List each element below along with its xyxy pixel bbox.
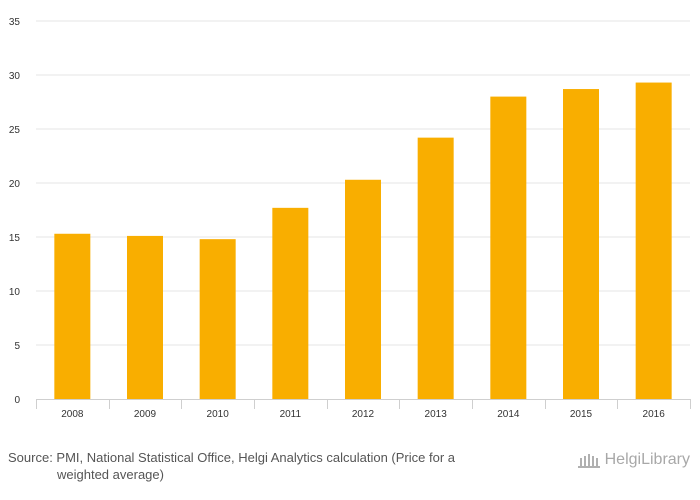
x-axis [36, 399, 691, 409]
source-note: Source: PMI, National Statistical Office… [8, 449, 528, 483]
x-tick-label: 2016 [643, 409, 666, 420]
y-tick-label: 15 [9, 233, 21, 244]
bar-2012 [345, 179, 381, 399]
logo-text: HelgiLibrary [604, 451, 690, 468]
bar-2009 [127, 235, 163, 399]
bar-2010 [199, 239, 236, 399]
y-axis-ticks: 0 5 10 15 20 25 30 35 [9, 17, 21, 406]
x-axis-ticks: 2008 2009 2010 2011 2012 2013 2014 2015 2016 [61, 409, 665, 420]
y-tick-label: 5 [14, 341, 20, 352]
y-tick-label: 0 [14, 395, 20, 406]
helgi-library-logo: HelgiLibrary [577, 449, 690, 471]
y-tick-label: 10 [9, 287, 21, 298]
x-tick-label: 2008 [61, 409, 84, 420]
x-tick-label: 2014 [497, 409, 520, 420]
y-tick-label: 35 [9, 17, 21, 28]
x-tick-label: 2013 [425, 409, 448, 420]
x-tick-label: 2010 [207, 409, 230, 420]
x-tick-label: 2009 [134, 409, 157, 420]
y-tick-label: 25 [9, 125, 21, 136]
library-building-icon [577, 450, 601, 470]
x-tick-label: 2012 [352, 409, 375, 420]
x-tick-label: 2015 [570, 409, 593, 420]
bar-2016 [635, 82, 672, 399]
bar-2011 [272, 207, 309, 399]
bar-2014 [490, 96, 527, 399]
bar-2015 [563, 89, 599, 399]
x-tick-label: 2011 [280, 409, 302, 420]
bar-2013 [417, 137, 454, 399]
y-tick-label: 30 [9, 71, 21, 82]
source-line-2: weighted average) [57, 467, 164, 482]
bars [54, 82, 672, 399]
source-line-1: Source: PMI, National Statistical Office… [8, 450, 456, 465]
y-tick-label: 20 [9, 179, 21, 190]
bar-2008 [54, 233, 91, 399]
